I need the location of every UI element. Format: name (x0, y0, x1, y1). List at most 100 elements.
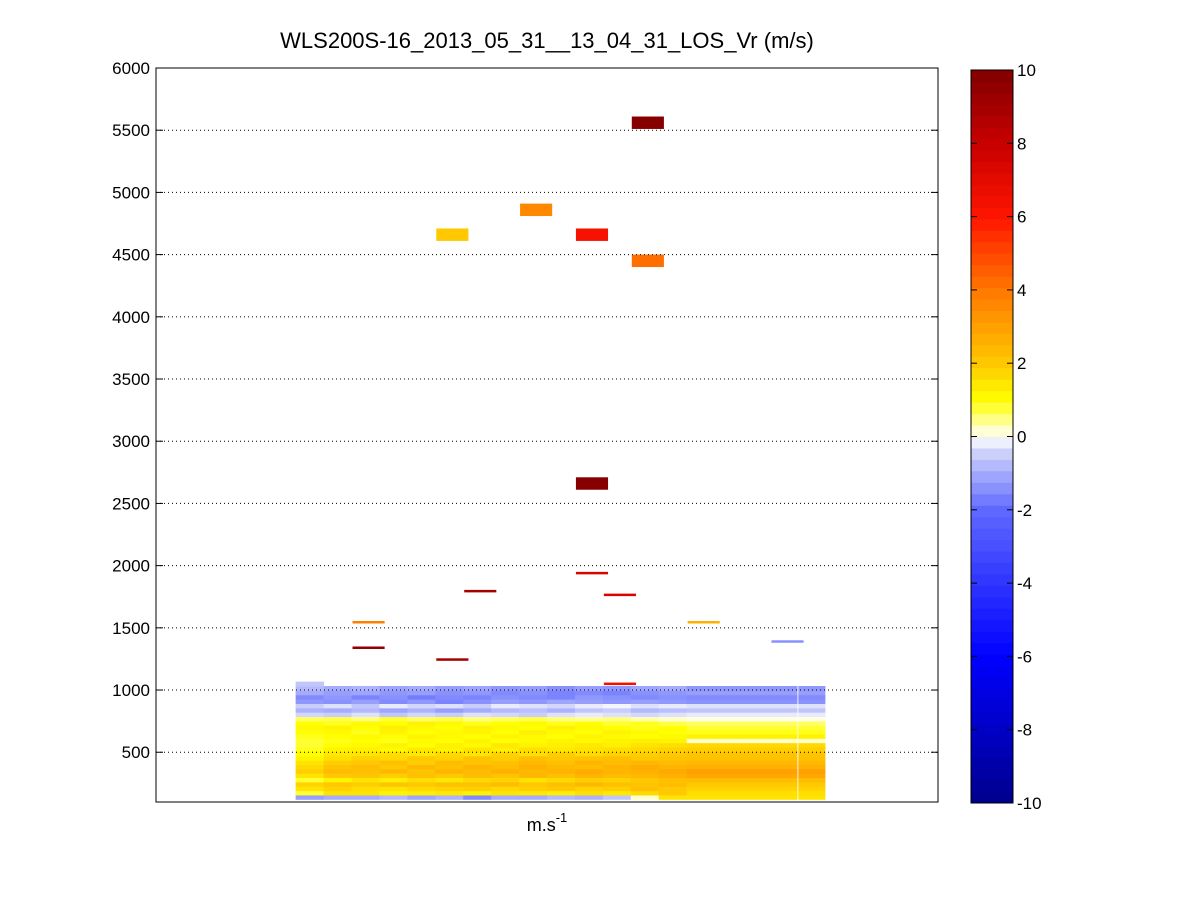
heatmap-cell (323, 685, 352, 691)
heatmap-cell (407, 777, 436, 783)
heatmap-cell (379, 781, 408, 787)
heatmap-cell (351, 703, 380, 709)
heatmap-cell (491, 733, 520, 739)
heatmap-cell (798, 755, 826, 761)
colorbar-swatch (971, 654, 1013, 667)
heatmap-cell (323, 786, 352, 792)
heatmap-cell (435, 733, 464, 739)
heatmap-cell (770, 729, 798, 735)
heatmap-cell (491, 720, 520, 726)
heatmap-cell (491, 746, 520, 752)
heatmap-cell (658, 699, 688, 704)
heatmap-cell (295, 707, 325, 713)
heatmap-cell (714, 729, 743, 735)
heatmap-cell (574, 694, 604, 700)
heatmap-cell (547, 773, 576, 779)
heatmap-cell (323, 781, 352, 787)
heatmap-cell (686, 786, 716, 792)
heatmap-cell (491, 742, 520, 748)
heatmap-cell (602, 716, 632, 722)
heatmap-cell (742, 786, 771, 792)
isolated-cell (575, 571, 609, 575)
plot-area: 500 1000 1500 2000 2500 3000 3500 4000 4500 5000 5… (112, 59, 939, 803)
heatmap-cell (742, 773, 771, 779)
heatmap-cell (574, 751, 604, 757)
heatmap-cell (798, 699, 826, 704)
heatmap-cell (323, 755, 352, 761)
heatmap-cell (630, 794, 660, 800)
heatmap-cell (407, 725, 436, 731)
colorbar-swatch (971, 722, 1013, 735)
heatmap-cell (351, 738, 380, 744)
heatmap-cell (798, 773, 826, 779)
heatmap-cell (770, 755, 798, 761)
heatmap-cell (463, 794, 492, 800)
heatmap-cell (351, 790, 380, 796)
heatmap-cell (798, 738, 826, 744)
heatmap-cell (742, 738, 771, 744)
heatmap-cell (630, 755, 660, 761)
heatmap-cell (407, 790, 436, 796)
heatmap-cell (798, 794, 826, 800)
heatmap-cell (351, 699, 380, 704)
heatmap-cell (630, 699, 660, 704)
heatmap-cell (686, 794, 716, 800)
isolated-cell (575, 228, 609, 241)
heatmap-cell (658, 790, 688, 796)
heatmap-cell (407, 720, 436, 726)
colorbar-swatch (971, 768, 1013, 781)
y-tick-label: 1500 (112, 619, 150, 638)
heatmap-cell (519, 760, 548, 765)
heatmap-cell (574, 738, 604, 744)
heatmap-cell (351, 768, 380, 774)
heatmap-cell (742, 751, 771, 757)
heatmap-cell (574, 712, 604, 718)
heatmap-cell (770, 699, 798, 704)
heatmap-cell (798, 786, 826, 792)
heatmap-cell (658, 690, 688, 696)
heatmap-cell (798, 716, 826, 722)
heatmap-cell (630, 716, 660, 722)
colorbar-swatch (971, 138, 1013, 151)
heatmap-cell (323, 768, 352, 774)
heatmap-cell (323, 742, 352, 748)
heatmap-cell (491, 790, 520, 796)
heatmap-cell (658, 794, 688, 800)
heatmap-cell (714, 746, 743, 752)
y-tick-label: 2000 (112, 557, 150, 576)
heatmap-cell (686, 773, 716, 779)
heatmap-cell (547, 725, 576, 731)
heatmap-cell (602, 768, 632, 774)
heatmap-cell (742, 794, 771, 800)
colorbar-tick-label: 8 (1017, 134, 1026, 153)
heatmap-cell (407, 794, 436, 800)
heatmap-cell (463, 712, 492, 718)
heatmap-cell (295, 773, 325, 779)
heatmap-cell (686, 777, 716, 783)
colorbar-swatch (971, 791, 1013, 804)
heatmap-cell (658, 733, 688, 739)
heatmap-cell (407, 755, 436, 761)
heatmap-cell (714, 742, 743, 748)
heatmap-cell (686, 760, 716, 765)
heatmap-cell (742, 707, 771, 713)
heatmap-cell (379, 746, 408, 752)
heatmap-cell (686, 742, 716, 748)
colorbar-swatch (971, 516, 1013, 529)
heatmap-cell (742, 725, 771, 731)
heatmap-cell (519, 777, 548, 783)
y-tick-label: 3500 (112, 370, 150, 389)
colorbar-tick-label: -6 (1017, 647, 1032, 666)
heatmap-cell (547, 738, 576, 744)
heatmap-cell (602, 760, 632, 765)
heatmap-cell (295, 777, 325, 783)
heatmap-cell (351, 707, 380, 713)
isolated-cell (436, 228, 469, 241)
heatmap-cell (658, 707, 688, 713)
heatmap-cell (295, 794, 325, 800)
heatmap-cell (798, 712, 826, 718)
heatmap-cell (491, 786, 520, 792)
heatmap-cell (463, 773, 492, 779)
heatmap-cell (519, 707, 548, 713)
heatmap-cell (379, 764, 408, 770)
